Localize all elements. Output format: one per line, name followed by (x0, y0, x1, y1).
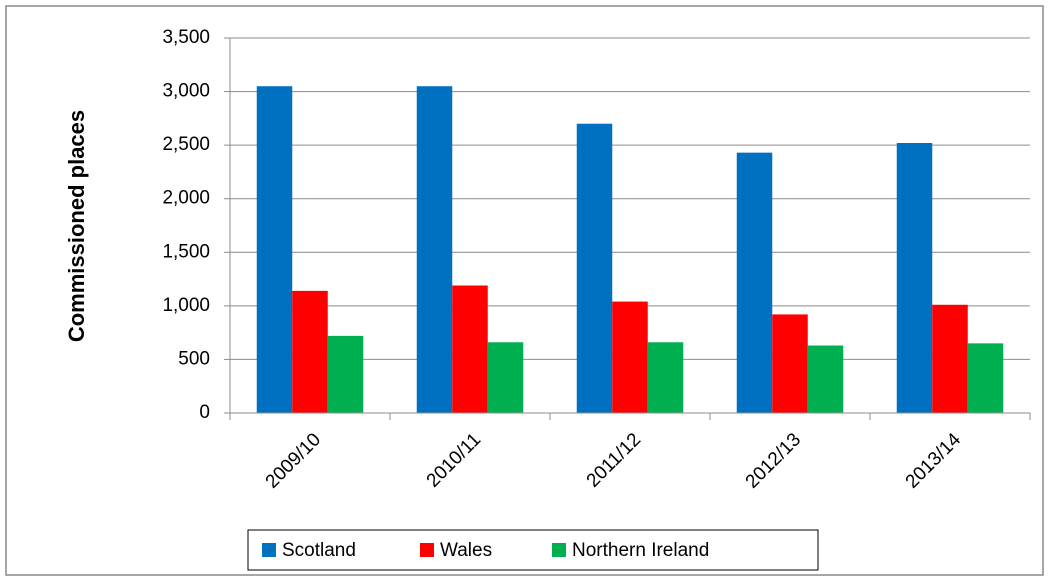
y-tick-label: 500 (178, 348, 210, 369)
y-tick-label: 1,000 (162, 295, 210, 316)
y-tick-label: 3,000 (162, 81, 210, 102)
y-tick-label: 1,500 (162, 241, 210, 262)
bar (292, 290, 328, 413)
legend-swatch (420, 543, 434, 557)
legend-label: Wales (440, 540, 492, 561)
bar (416, 86, 453, 413)
y-axis-label: Commissioned places (64, 110, 89, 342)
y-tick-label: 2,000 (162, 188, 210, 209)
bar (576, 123, 613, 413)
bar (487, 342, 524, 413)
legend-label: Scotland (282, 540, 356, 561)
bar (647, 342, 684, 413)
bar (967, 343, 1004, 413)
bar (736, 152, 773, 413)
bar (612, 301, 648, 413)
legend-label: Northern Ireland (572, 540, 709, 561)
y-tick-label: 0 (199, 402, 210, 423)
bar (932, 304, 968, 413)
bar (807, 345, 844, 413)
legend-swatch (262, 543, 276, 557)
bar (896, 143, 933, 413)
bar (772, 314, 808, 413)
chart-border (5, 5, 1044, 576)
y-tick-label: 3,500 (162, 27, 210, 48)
y-tick-label: 2,500 (162, 134, 210, 155)
legend-box (247, 529, 819, 571)
legend-swatch (552, 543, 566, 557)
bar (256, 86, 293, 413)
bar (452, 285, 488, 413)
bar (327, 335, 364, 413)
